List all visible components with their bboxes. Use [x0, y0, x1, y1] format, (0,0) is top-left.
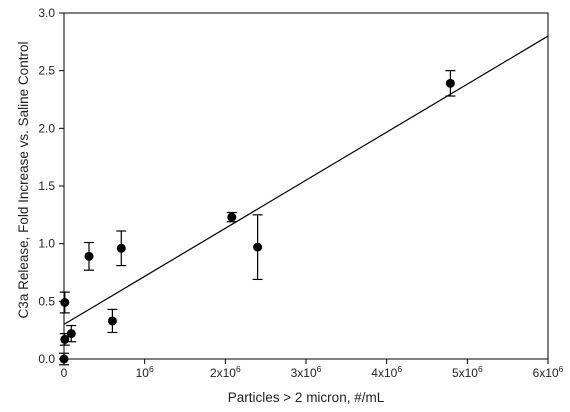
x-axis-title: Particles > 2 micron, #/mL — [228, 390, 385, 405]
y-tick-label: 0.0 — [38, 352, 55, 366]
y-axis: 0.0 0.5 1.0 1.5 2.0 2.5 3.0 — [38, 6, 64, 366]
data-point — [116, 230, 127, 267]
y-tick-label: 0.5 — [38, 294, 55, 308]
y-tick-label: 2.0 — [38, 121, 55, 135]
x-tick-label: 3x106 — [291, 364, 322, 380]
x-tick-label: 106 — [136, 364, 154, 380]
data-point — [226, 211, 237, 223]
data-point — [59, 291, 70, 314]
point-marker — [84, 251, 94, 261]
regression-line — [63, 35, 549, 325]
plot-frame — [63, 12, 549, 360]
data-point — [445, 70, 456, 97]
data-point — [66, 324, 77, 343]
y-axis-title: C3a Release, Fold Increase vs. Saline Co… — [16, 42, 31, 319]
data-point — [107, 308, 118, 334]
y-tick-label: 1.5 — [38, 179, 55, 193]
x-tick-label: 2x106 — [210, 364, 241, 380]
point-marker — [227, 212, 237, 222]
point-marker — [60, 297, 70, 307]
point-marker — [253, 242, 263, 252]
data-point — [84, 241, 95, 271]
x-axis: 0 106 2x106 3x106 4x106 5x106 6x106 — [61, 359, 564, 380]
y-tick-label: 1.0 — [38, 237, 55, 251]
y-tick-label: 2.5 — [38, 64, 55, 78]
x-tick-label: 5x106 — [452, 364, 483, 380]
point-marker — [116, 243, 126, 253]
point-marker — [66, 329, 76, 339]
y-tick-label: 3.0 — [38, 6, 55, 20]
data-points — [59, 70, 456, 366]
data-point — [252, 214, 263, 281]
point-marker — [59, 354, 69, 364]
x-tick-label: 6x106 — [533, 364, 564, 380]
point-marker — [107, 316, 117, 326]
data-point — [59, 352, 69, 366]
x-tick-label: 4x106 — [371, 364, 402, 380]
plot-area — [63, 12, 549, 360]
point-marker — [445, 78, 455, 88]
x-tick-label: 0 — [61, 366, 68, 380]
